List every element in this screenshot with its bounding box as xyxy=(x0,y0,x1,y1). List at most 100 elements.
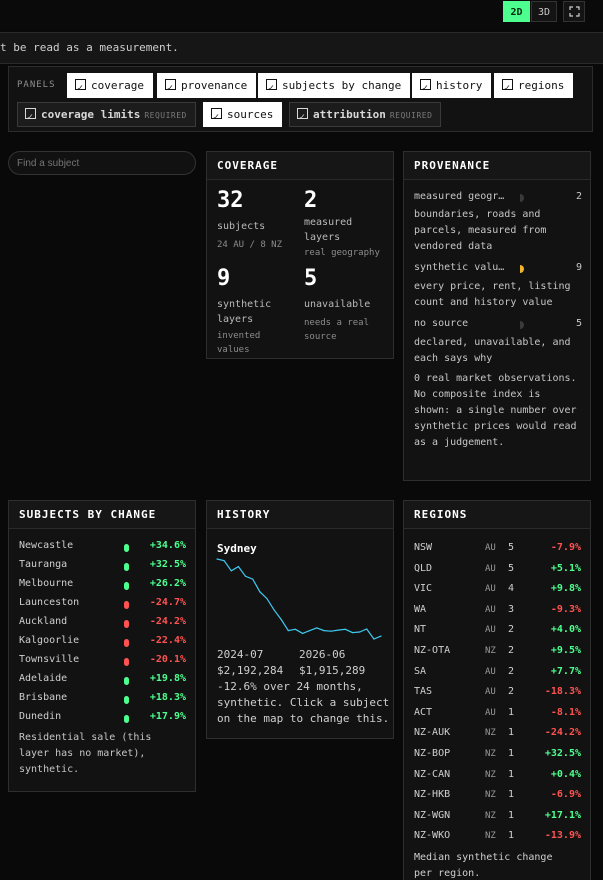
subject-row[interactable]: Melbourne +26.2% xyxy=(19,578,186,594)
region-row[interactable]: NZ-WGN NZ 1 +17.1% xyxy=(414,810,581,826)
coverage-unavailable: 5 unavailable needs a real source xyxy=(304,267,386,344)
chip-label: provenance xyxy=(181,79,248,92)
history-point xyxy=(316,627,318,629)
provenance-row-measured[interactable]: measured geogr… 2 xyxy=(414,191,582,205)
region-row[interactable]: TAS AU 2 -18.3% xyxy=(414,686,581,702)
change-value: -22.4% xyxy=(149,635,186,646)
region-row[interactable]: NZ-AUK NZ 1 -24.2% xyxy=(414,727,581,743)
checkbox-icon xyxy=(502,77,513,100)
panel-toggle-sources[interactable]: sources xyxy=(203,102,283,129)
stat-value: 2 xyxy=(304,188,318,213)
subject-name: Townsville xyxy=(19,654,80,665)
provenance-swatch xyxy=(520,194,524,202)
provenance-note: 0 real market observations. No composite… xyxy=(414,373,577,448)
provenance-name: measured geogr… xyxy=(414,191,505,202)
card-title: SUBJECTS BY CHANGE xyxy=(9,501,195,529)
subject-row[interactable]: Tauranga +32.5% xyxy=(19,559,186,575)
history-point xyxy=(216,558,218,560)
checkbox-icon xyxy=(165,77,176,100)
fullscreen-button[interactable] xyxy=(563,1,585,22)
region-count: 5 xyxy=(508,542,515,553)
history-point xyxy=(366,628,368,630)
provenance-row-no-source[interactable]: no source 5 xyxy=(414,318,582,332)
region-count: 3 xyxy=(508,603,515,615)
region-row[interactable]: NSW AU 5 -7.9% xyxy=(414,542,581,558)
region-row[interactable]: NZ-WKO NZ 1 -13.9% xyxy=(414,830,581,846)
subject-row[interactable]: Newcastle +34.6% xyxy=(19,540,186,556)
checkbox-icon xyxy=(266,77,277,100)
history-point xyxy=(351,632,354,634)
history-chart xyxy=(216,558,382,640)
region-row[interactable]: ACT AU 1 -8.1% xyxy=(414,707,581,723)
region-country: AU xyxy=(485,707,496,718)
region-row[interactable]: NZ-OTA NZ 2 +9.5% xyxy=(414,645,581,661)
checkbox-icon xyxy=(211,106,222,129)
region-change: +0.4% xyxy=(550,768,581,780)
panel-toggle-history[interactable]: history xyxy=(412,73,492,100)
history-point xyxy=(266,598,268,600)
panel-toggle-subjects-by-change[interactable]: subjects by change xyxy=(258,73,411,100)
region-name: NZ-AUK xyxy=(414,727,451,739)
subject-row[interactable]: Adelaide +19.8% xyxy=(19,673,186,689)
subjects-note: Residential sale (this layer has no mark… xyxy=(19,732,152,775)
region-change: -7.9% xyxy=(550,542,581,553)
history-point xyxy=(294,628,296,630)
region-row[interactable]: SA AU 2 +7.7% xyxy=(414,666,581,682)
subject-row[interactable]: Launceston -24.7% xyxy=(19,597,186,613)
checkbox-icon xyxy=(25,106,36,129)
history-point xyxy=(344,628,346,630)
stat-label: synthetic layers xyxy=(217,299,272,325)
card-title: HISTORY xyxy=(207,501,393,529)
subject-name: Melbourne xyxy=(19,578,74,589)
panel-toggle-provenance[interactable]: provenance xyxy=(157,73,257,100)
region-row[interactable]: NZ-BOP NZ 1 +32.5% xyxy=(414,748,581,764)
history-point xyxy=(287,630,289,632)
history-summary: on the map to change this. xyxy=(217,712,390,725)
stat-value: 5 xyxy=(304,266,318,291)
view-2d-button[interactable]: 2D xyxy=(503,1,530,22)
regions-note: per region. xyxy=(414,868,481,879)
subject-row[interactable]: Kalgoorlie -22.4% xyxy=(19,635,186,651)
subject-search-input[interactable] xyxy=(8,151,196,175)
subject-row[interactable]: Brisbane +18.3% xyxy=(19,692,186,708)
stat-sub: needs a real source xyxy=(304,318,370,342)
card-title: REGIONS xyxy=(404,501,590,529)
region-name: NZ-BOP xyxy=(414,748,451,759)
change-value: +19.8% xyxy=(149,673,186,684)
panel-toggle-regions[interactable]: regions xyxy=(494,73,574,100)
region-change: +32.5% xyxy=(544,748,581,759)
region-name: ACT xyxy=(414,706,433,718)
region-count: 1 xyxy=(508,748,515,759)
region-count: 2 xyxy=(508,624,515,636)
region-country: NZ xyxy=(485,790,496,801)
chip-label: sources xyxy=(227,108,274,121)
region-name: TAS xyxy=(414,686,433,698)
subjects-by-change-card: SUBJECTS BY CHANGE Newcastle +34.6% Tauran… xyxy=(8,500,196,792)
coverage-measured: 2 measured layers real geography xyxy=(304,189,386,260)
subject-row[interactable]: Dunedin +17.9% xyxy=(19,711,186,727)
history-point xyxy=(302,632,304,634)
subject-name: Brisbane xyxy=(19,692,68,703)
subject-name: Tauranga xyxy=(19,559,68,570)
region-row[interactable]: NZ-CAN NZ 1 +0.4% xyxy=(414,769,581,785)
history-point xyxy=(230,570,232,572)
subject-row[interactable]: Townsville -20.1% xyxy=(19,654,186,670)
view-3d-button[interactable]: 3D xyxy=(531,1,557,22)
region-change: -18.3% xyxy=(544,686,581,698)
provenance-row-synthetic[interactable]: synthetic valu… 9 xyxy=(414,262,582,276)
region-row[interactable]: NZ-HKB NZ 1 -6.9% xyxy=(414,789,581,805)
region-row[interactable]: QLD AU 5 +5.1% xyxy=(414,563,581,579)
panels-bar: PANELS coverage provenance subjects by c… xyxy=(8,66,593,132)
region-row[interactable]: NT AU 2 +4.0% xyxy=(414,624,581,640)
region-row[interactable]: VIC AU 4 +9.8% xyxy=(414,583,581,599)
region-change: -24.2% xyxy=(544,727,581,739)
history-summary: synthetic. Click a subject xyxy=(217,696,390,709)
change-indicator xyxy=(124,582,129,590)
subject-row[interactable]: Auckland -24.2% xyxy=(19,616,186,632)
region-row[interactable]: WA AU 3 -9.3% xyxy=(414,604,581,620)
panel-toggle-coverage[interactable]: coverage xyxy=(67,73,153,100)
change-indicator xyxy=(124,544,129,552)
region-country: NZ xyxy=(485,646,496,656)
